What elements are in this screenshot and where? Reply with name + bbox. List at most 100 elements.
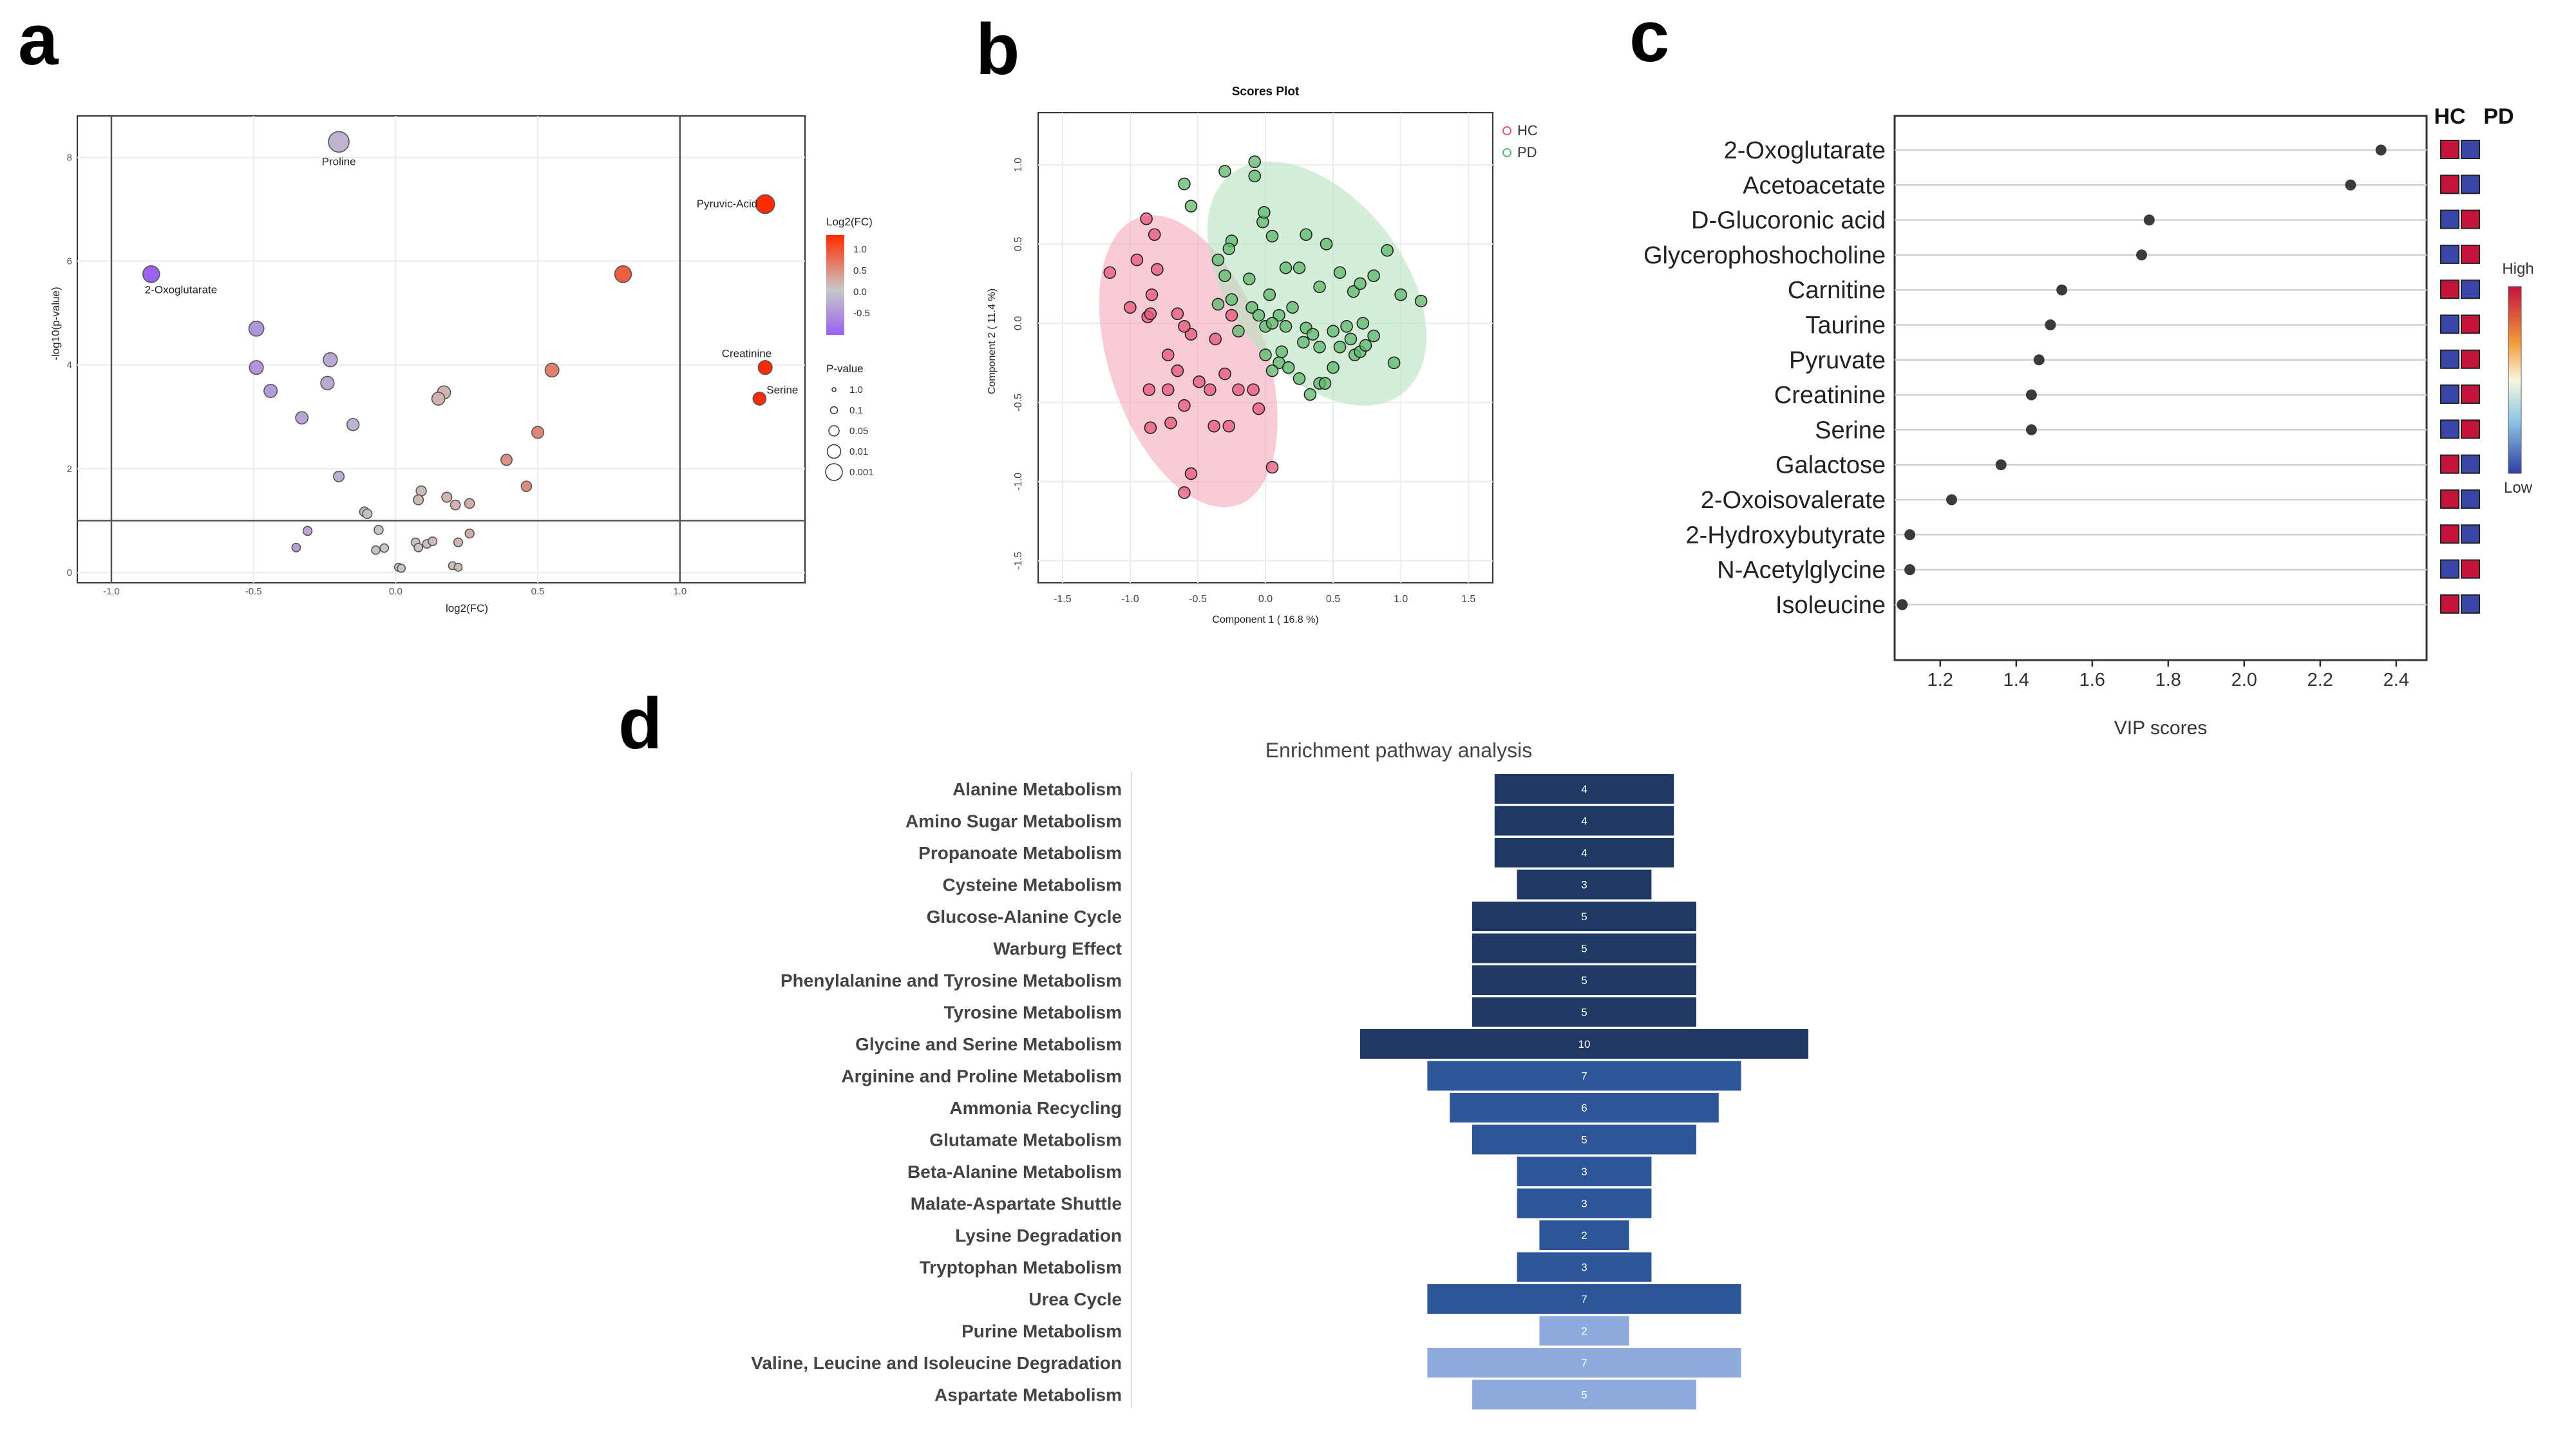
score-point-pd [1279, 261, 1293, 274]
y-tick-label: -1.5 [1013, 552, 1024, 570]
score-point-hc [1103, 266, 1117, 279]
y-tick-label: 6 [67, 256, 72, 267]
pathway-label: Aspartate Metabolism [934, 1385, 1122, 1405]
volcano-point [371, 545, 381, 555]
metabolite-label: D-Glucoronic acid [1691, 207, 1886, 234]
pathway-bar [1472, 965, 1696, 995]
heatmap-cell [2440, 419, 2459, 439]
heatmap-cell [2440, 384, 2459, 404]
x-tick-label: 0.0 [389, 586, 402, 597]
pathway-label: Cysteine Metabolism [942, 875, 1122, 895]
score-point-hc [1178, 399, 1191, 412]
legend-size-label: 0.1 [849, 405, 863, 416]
point-label: Proline [322, 155, 356, 167]
metabolite-label: Taurine [1805, 312, 1886, 339]
legend-size-label: 0.05 [849, 426, 868, 437]
score-point-pd [1293, 261, 1306, 274]
vip-dot [2045, 319, 2056, 330]
bar-value-label: 3 [1581, 1166, 1587, 1178]
bar-value-label: 5 [1581, 1134, 1587, 1146]
x-tick-label: 1.8 [2155, 670, 2181, 690]
scores-plot: -1.5 -1.0 -0.5 0.0 0.5 1.0 1.5 -1.5 -1.0 -0.5 0.0 0… [987, 85, 1538, 625]
bar-value-label: 7 [1581, 1293, 1587, 1305]
score-point-pd [1218, 165, 1231, 178]
vip-dot [2033, 354, 2045, 366]
score-point-pd [1381, 244, 1394, 257]
heatmap-column-header: HC [2434, 104, 2465, 129]
x-tick-label: 0.0 [1258, 594, 1273, 605]
score-point-pd [1327, 361, 1340, 374]
score-point-pd [1218, 269, 1231, 282]
bar-value-label: 3 [1581, 1198, 1587, 1210]
score-point-hc [1232, 383, 1245, 396]
pathway-bar [1427, 1061, 1741, 1091]
volcano-point [453, 562, 463, 572]
pathway-bar [1494, 774, 1674, 804]
score-point-hc [1247, 383, 1260, 396]
volcano-point [323, 352, 338, 368]
heatmap-cell [2461, 279, 2480, 299]
bar-value-label: 6 [1581, 1102, 1587, 1114]
pathway-bar [1427, 1284, 1741, 1314]
score-point-hc [1252, 402, 1265, 415]
pathway-label: Amino Sugar Metabolism [905, 811, 1122, 831]
pathway-bar [1539, 1316, 1629, 1346]
heatmap-cell [2461, 349, 2480, 369]
legend-size-dot [829, 406, 838, 415]
volcano-plot: -1.0 -0.5 0.0 0.5 1.0 0 2 4 6 8 Proline Pyruvic-Aci… [50, 115, 874, 614]
x-tick-label: 0.5 [1326, 594, 1340, 605]
volcano-point [614, 265, 632, 283]
heatmap-cell [2461, 559, 2480, 579]
y-tick-label: 2 [67, 464, 72, 475]
score-point-pd [1245, 301, 1258, 314]
volcano-point [464, 528, 475, 539]
volcano-point [397, 564, 406, 573]
score-point-pd [1242, 272, 1256, 285]
bar-value-label: 2 [1581, 1229, 1587, 1242]
pathway-label: Tyrosine Metabolism [944, 1003, 1122, 1023]
vip-dot [1904, 529, 1916, 540]
score-point-hc [1184, 467, 1198, 480]
plot-title: Enrichment pathway analysis [1265, 739, 1532, 762]
legend-size-label: 1.0 [849, 384, 863, 395]
score-point-pd [1258, 206, 1271, 219]
score-point-pd [1320, 238, 1333, 251]
pathway-label: Malate-Aspartate Shuttle [911, 1194, 1122, 1214]
y-tick-label: -1.0 [1013, 473, 1024, 491]
score-point-pd [1178, 177, 1191, 191]
score-point-pd [1387, 356, 1401, 370]
volcano-point [413, 542, 424, 553]
score-point-pd [1313, 280, 1326, 294]
bar-value-label: 4 [1581, 815, 1587, 828]
score-point-pd [1306, 328, 1320, 341]
bar-value-label: 3 [1581, 1262, 1587, 1274]
score-point-hc [1140, 212, 1153, 225]
x-tick-label: 1.6 [2079, 670, 2105, 690]
score-point-pd [1279, 320, 1293, 333]
heatmap-cell [2461, 454, 2480, 474]
score-point-pd [1303, 388, 1317, 401]
legend-title: P-value [826, 363, 864, 375]
score-point-pd [1318, 377, 1332, 390]
vip-dot [1946, 494, 1957, 506]
score-point-pd [1263, 288, 1276, 301]
score-point-pd [1367, 329, 1380, 343]
volcano-point [544, 363, 560, 378]
pathway-label: Arginine and Proline Metabolism [841, 1066, 1122, 1086]
score-point-hc [1148, 228, 1161, 242]
volcano-point [757, 360, 773, 375]
volcano-point [413, 494, 424, 506]
score-point-hc [1225, 308, 1238, 322]
x-tick-label: -1.5 [1054, 594, 1072, 605]
score-point-pd [1414, 294, 1428, 308]
score-point-pd [1265, 364, 1279, 377]
heatmap-cell [2461, 384, 2480, 404]
heatmap-cell [2440, 524, 2459, 544]
bar-value-label: 7 [1581, 1357, 1587, 1369]
colorbar-low-label: Low [2504, 479, 2533, 497]
panel-letter-d: d [618, 683, 662, 764]
vip-dot [2375, 144, 2387, 156]
pathway-bar [1517, 1157, 1652, 1186]
point-label: 2-Oxoglutarate [145, 284, 217, 296]
